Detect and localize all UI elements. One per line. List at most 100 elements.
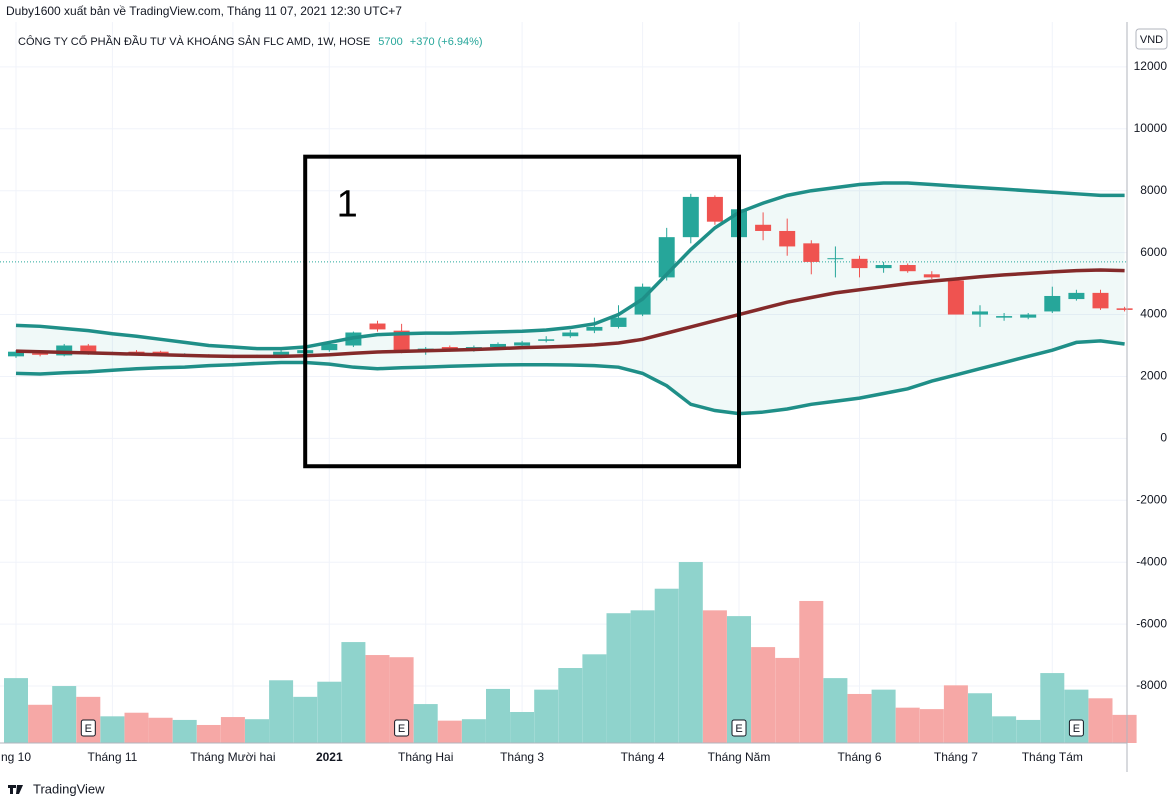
y-tick-label: 10000 xyxy=(1134,121,1168,135)
bollinger-line xyxy=(15,268,1125,359)
candle-body xyxy=(514,342,531,346)
volume-bar xyxy=(196,724,221,743)
candle-body xyxy=(273,351,290,357)
y-tick-label: 2000 xyxy=(1140,369,1167,383)
volume-bar xyxy=(317,681,342,743)
volume-bar xyxy=(775,657,800,743)
volume-bar xyxy=(437,720,462,743)
candle-body xyxy=(706,196,723,222)
candle-body xyxy=(875,265,892,269)
plot: E E E E 1 xyxy=(0,154,1137,743)
volume-bar xyxy=(1112,714,1137,743)
candle-body xyxy=(80,345,97,354)
volume-bar xyxy=(486,688,510,743)
last-price: 5700 xyxy=(378,36,402,48)
volume-bar xyxy=(4,678,28,743)
currency-box xyxy=(1135,28,1168,50)
volume-bar xyxy=(100,716,125,743)
candle-body xyxy=(779,230,796,247)
candle-body xyxy=(827,258,844,260)
x-tick-label: Tháng Hai xyxy=(398,750,453,764)
y-tick-label: 12000 xyxy=(1134,59,1168,73)
volume-bar xyxy=(52,686,77,743)
volume-bar xyxy=(799,600,824,743)
volume-bar xyxy=(992,716,1017,743)
volume-bar xyxy=(510,711,535,743)
candle-body xyxy=(8,351,24,357)
y-tick-label: -4000 xyxy=(1136,554,1167,568)
candle-body xyxy=(803,243,820,262)
candle-body xyxy=(755,224,772,231)
logo-mark xyxy=(8,785,23,794)
annotation-label: 1 xyxy=(337,184,358,226)
x-tick-label: Tháng Năm xyxy=(708,750,771,764)
event-marker xyxy=(80,719,96,737)
candle-body xyxy=(321,343,338,351)
candle-body xyxy=(1092,292,1109,309)
event-label: E xyxy=(1073,723,1080,735)
volume-bar xyxy=(365,655,390,743)
volume-bar xyxy=(269,680,294,743)
candle-body xyxy=(586,326,603,331)
x-tick-label: 2021 xyxy=(316,750,343,764)
volume-bar xyxy=(534,689,559,743)
volume-bar xyxy=(413,704,438,743)
candle-body xyxy=(562,332,579,337)
y-tick-label: 4000 xyxy=(1140,307,1167,321)
event-marker xyxy=(1068,719,1084,737)
volume-bar xyxy=(751,647,776,743)
volume-bar xyxy=(245,719,269,743)
volume-bar xyxy=(895,707,920,743)
volume-bar xyxy=(654,588,679,743)
volume-bar xyxy=(919,709,944,743)
x-tick-label: ng 10 xyxy=(1,750,31,764)
event-marker xyxy=(731,719,747,737)
grid xyxy=(0,22,1127,743)
y-tick-label: 6000 xyxy=(1140,245,1167,259)
volume-bar xyxy=(678,562,703,743)
volume-bar xyxy=(28,704,53,743)
volume-bar xyxy=(606,613,631,743)
candle-body xyxy=(899,265,916,272)
candle-body xyxy=(32,353,49,355)
currency: VND xyxy=(1140,34,1163,46)
volume-bar xyxy=(341,642,366,743)
candle-body xyxy=(658,237,675,278)
candle-body xyxy=(369,323,386,330)
y-tick-label: 0 xyxy=(1160,431,1167,445)
x-tick-label: Tháng 11 xyxy=(87,750,137,764)
candle-body xyxy=(682,196,699,238)
y-tick-label: -8000 xyxy=(1136,678,1167,692)
volume-bar xyxy=(558,668,583,743)
candle-body xyxy=(1116,308,1133,310)
candle-body xyxy=(538,339,555,341)
event-label: E xyxy=(85,723,92,735)
volume-bar xyxy=(124,712,149,743)
y-tick-label: 8000 xyxy=(1140,183,1167,197)
bollinger-line xyxy=(15,181,1125,351)
event-marker xyxy=(394,719,410,737)
volume-bar xyxy=(871,689,896,743)
x-tick-label: Tháng 6 xyxy=(837,750,881,764)
x-tick-label: Tháng 7 xyxy=(934,750,978,764)
event-label: E xyxy=(398,723,405,735)
volume-bar xyxy=(630,610,655,743)
annotation-box xyxy=(303,154,741,469)
candle-body xyxy=(610,317,627,327)
x-tick-label: Tháng Mười hai xyxy=(190,750,275,764)
symbol-title: CÔNG TY CỔ PHẦN ĐẦU TƯ VÀ KHOÁNG SẢN FLC… xyxy=(18,35,370,48)
x-tick-label: Tháng 3 xyxy=(500,750,544,764)
y-tick-label: -6000 xyxy=(1136,616,1167,630)
candle-body xyxy=(490,343,506,348)
volume-bar xyxy=(293,696,318,743)
bollinger-line xyxy=(15,339,1125,416)
event-label: E xyxy=(735,723,742,735)
candle-body xyxy=(851,258,868,269)
publisher: Duby1600 xuất bản về TradingView.com, Th… xyxy=(6,4,402,18)
logo xyxy=(8,785,23,794)
candle-body xyxy=(1068,292,1085,300)
volume-bar xyxy=(968,693,992,743)
volume-bar xyxy=(461,719,486,743)
y-tick-label: -2000 xyxy=(1136,492,1167,506)
